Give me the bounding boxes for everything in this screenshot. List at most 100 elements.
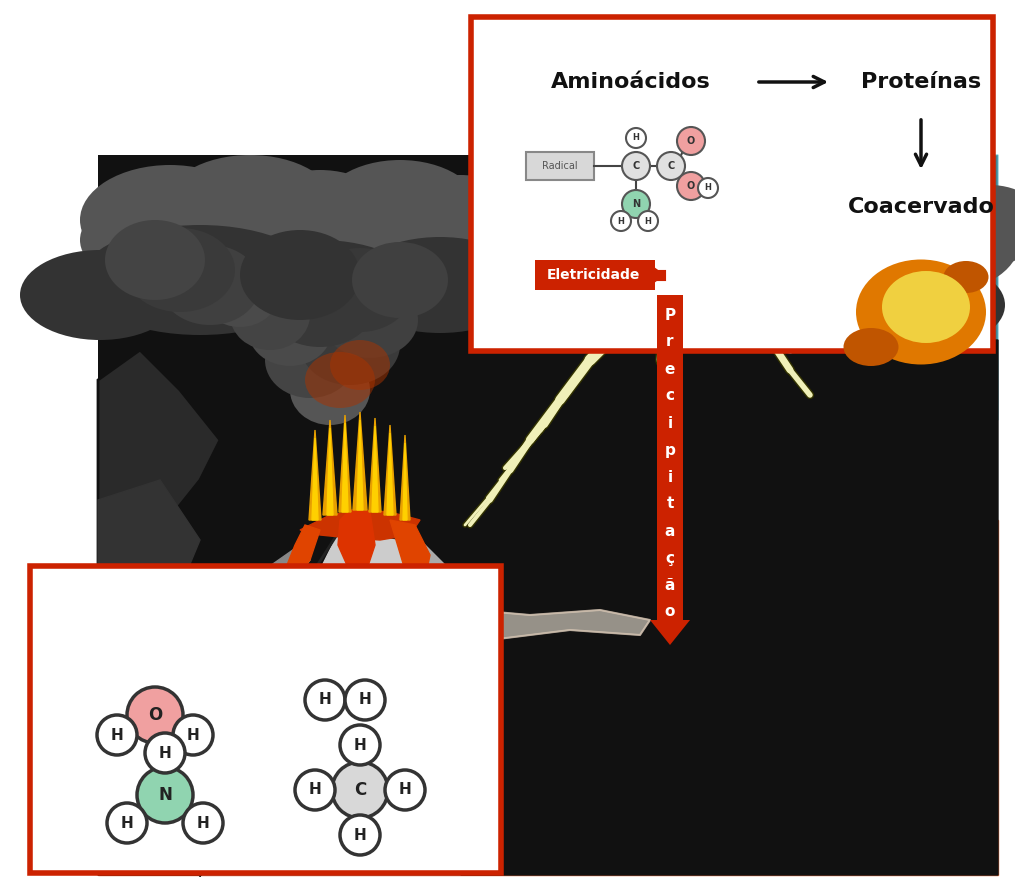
- Ellipse shape: [250, 170, 390, 260]
- Circle shape: [677, 127, 705, 155]
- Polygon shape: [338, 510, 375, 575]
- Ellipse shape: [265, 322, 355, 398]
- Ellipse shape: [890, 155, 990, 235]
- Polygon shape: [500, 155, 998, 420]
- Text: H: H: [617, 217, 624, 226]
- Text: p: p: [665, 442, 675, 458]
- Ellipse shape: [230, 280, 310, 350]
- Polygon shape: [403, 443, 407, 520]
- Polygon shape: [200, 545, 310, 875]
- Ellipse shape: [352, 242, 448, 318]
- Circle shape: [638, 211, 658, 231]
- Circle shape: [107, 803, 147, 843]
- Text: e: e: [665, 361, 675, 376]
- Ellipse shape: [308, 248, 412, 332]
- Ellipse shape: [350, 237, 530, 333]
- Bar: [657, 295, 683, 625]
- Circle shape: [183, 803, 223, 843]
- Bar: [30, 566, 501, 873]
- Bar: [98, 155, 998, 875]
- Text: H: H: [197, 815, 209, 830]
- Ellipse shape: [880, 190, 1015, 290]
- Polygon shape: [384, 425, 396, 515]
- Ellipse shape: [200, 540, 900, 580]
- Ellipse shape: [304, 352, 375, 408]
- Text: O: O: [687, 136, 695, 146]
- Text: P: P: [665, 308, 676, 323]
- Polygon shape: [285, 525, 320, 580]
- Ellipse shape: [200, 520, 900, 560]
- Ellipse shape: [860, 213, 980, 297]
- Circle shape: [295, 770, 335, 810]
- Polygon shape: [369, 418, 381, 512]
- Text: O: O: [687, 181, 695, 191]
- Text: r: r: [666, 334, 674, 350]
- Text: H: H: [399, 782, 411, 797]
- Text: H: H: [187, 728, 199, 742]
- Text: H: H: [353, 738, 366, 753]
- Ellipse shape: [810, 248, 950, 332]
- Circle shape: [304, 680, 345, 720]
- Text: i: i: [668, 416, 673, 431]
- Text: H: H: [319, 692, 331, 707]
- Ellipse shape: [290, 355, 370, 425]
- Circle shape: [677, 172, 705, 200]
- Text: t: t: [666, 497, 674, 511]
- Text: C: C: [668, 161, 675, 171]
- Polygon shape: [327, 428, 333, 515]
- Text: Eletricidade: Eletricidade: [546, 268, 639, 282]
- Ellipse shape: [20, 250, 180, 340]
- FancyArrow shape: [650, 264, 665, 286]
- Ellipse shape: [843, 328, 898, 366]
- Polygon shape: [200, 530, 500, 875]
- Ellipse shape: [330, 340, 390, 390]
- Ellipse shape: [390, 175, 530, 265]
- Text: H: H: [111, 728, 124, 742]
- Circle shape: [340, 725, 380, 765]
- Text: ç: ç: [666, 550, 675, 566]
- Polygon shape: [387, 433, 393, 515]
- Text: Proteínas: Proteínas: [861, 72, 982, 92]
- Ellipse shape: [620, 150, 820, 270]
- Text: a: a: [665, 524, 675, 539]
- Ellipse shape: [240, 230, 360, 320]
- Ellipse shape: [720, 140, 880, 250]
- Text: H: H: [704, 184, 712, 193]
- Text: H: H: [358, 692, 371, 707]
- Text: O: O: [148, 706, 162, 724]
- Polygon shape: [342, 423, 348, 512]
- Ellipse shape: [265, 263, 375, 347]
- Circle shape: [657, 152, 685, 180]
- Ellipse shape: [610, 155, 750, 245]
- Circle shape: [145, 733, 185, 773]
- Ellipse shape: [455, 165, 585, 245]
- Text: Coacervado: Coacervado: [848, 197, 995, 217]
- Ellipse shape: [550, 243, 690, 327]
- Polygon shape: [98, 340, 998, 875]
- Polygon shape: [300, 510, 420, 540]
- Circle shape: [622, 152, 650, 180]
- Circle shape: [622, 190, 650, 218]
- Ellipse shape: [165, 155, 335, 255]
- Polygon shape: [353, 412, 367, 510]
- Ellipse shape: [80, 200, 200, 280]
- Circle shape: [137, 767, 193, 823]
- Ellipse shape: [80, 165, 260, 275]
- Bar: [471, 17, 993, 351]
- Ellipse shape: [300, 305, 400, 385]
- Polygon shape: [400, 435, 410, 520]
- Circle shape: [127, 687, 183, 743]
- Ellipse shape: [790, 165, 930, 265]
- Text: N: N: [632, 199, 640, 209]
- Ellipse shape: [720, 255, 880, 345]
- Ellipse shape: [125, 228, 235, 312]
- Circle shape: [332, 762, 388, 818]
- Ellipse shape: [882, 271, 970, 343]
- Ellipse shape: [944, 261, 989, 293]
- Text: Radical: Radical: [542, 161, 578, 171]
- Polygon shape: [390, 520, 430, 580]
- Ellipse shape: [220, 240, 420, 340]
- Ellipse shape: [322, 282, 418, 358]
- Text: C: C: [354, 781, 366, 799]
- Ellipse shape: [202, 263, 278, 327]
